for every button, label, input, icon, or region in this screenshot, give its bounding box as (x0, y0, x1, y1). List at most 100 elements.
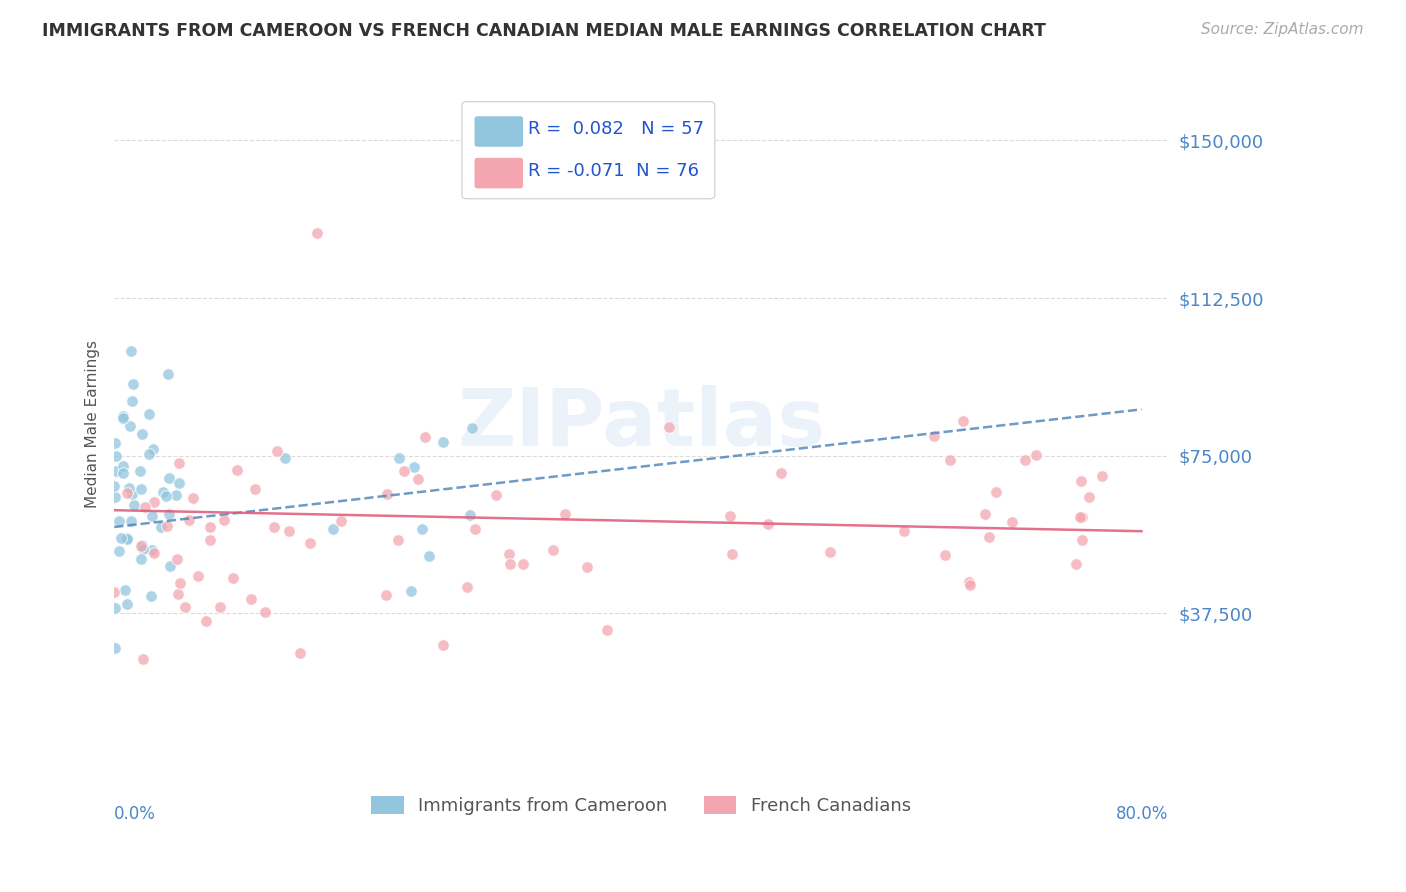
Point (721, 547, 744, 561)
Point (155, 489, 177, 503)
Point (298, 536, 321, 550)
Point (399, 583, 422, 598)
Point (274, 451, 297, 466)
Point (952, 413, 974, 427)
Point (169, 576, 191, 591)
Point (329, 514, 352, 528)
Point (114, 583, 136, 598)
Point (111, 466, 134, 480)
Point (388, 451, 411, 466)
Point (464, 522, 486, 536)
Point (278, 524, 301, 538)
Point (939, 453, 962, 467)
Point (756, 516, 779, 531)
Point (893, 524, 915, 538)
Point (143, 495, 166, 509)
Point (375, 588, 398, 602)
Point (458, 508, 481, 523)
Point (1091, 469, 1114, 483)
Point (187, 568, 209, 582)
Point (131, 538, 153, 552)
Point (159, 559, 181, 574)
Point (105, 449, 128, 463)
Point (375, 487, 398, 501)
Point (984, 485, 1007, 500)
Point (181, 491, 204, 506)
Point (266, 444, 288, 458)
Point (129, 552, 152, 566)
Point (512, 557, 534, 571)
Point (1071, 533, 1094, 547)
Text: 0.0%: 0.0% (114, 805, 156, 823)
Point (413, 430, 436, 444)
Point (208, 600, 231, 615)
FancyBboxPatch shape (463, 102, 714, 199)
Point (117, 533, 139, 547)
Point (112, 409, 135, 423)
Point (129, 539, 152, 553)
Point (115, 531, 138, 545)
Point (141, 542, 163, 557)
Point (118, 419, 141, 434)
Point (411, 522, 433, 536)
Point (1014, 453, 1036, 467)
Point (977, 530, 1000, 544)
Point (222, 571, 245, 585)
Point (138, 447, 160, 461)
Point (245, 482, 267, 496)
Point (149, 519, 172, 533)
Point (173, 599, 195, 614)
Point (141, 589, 163, 603)
Point (543, 542, 565, 557)
Point (120, 343, 142, 358)
Point (117, 598, 139, 612)
Point (132, 652, 155, 666)
Point (253, 605, 276, 619)
Point (934, 548, 956, 562)
Point (121, 487, 143, 501)
Point (152, 484, 174, 499)
Point (922, 429, 945, 443)
Point (499, 557, 522, 571)
Point (1070, 475, 1092, 489)
Point (122, 377, 145, 392)
Point (225, 463, 247, 477)
Point (263, 520, 285, 534)
Point (118, 481, 141, 495)
Point (195, 614, 218, 628)
Point (290, 646, 312, 660)
Point (157, 507, 180, 521)
Point (770, 466, 793, 480)
Point (165, 488, 187, 502)
Point (498, 547, 520, 561)
Point (167, 475, 190, 490)
Text: R =  0.082   N = 57: R = 0.082 N = 57 (529, 120, 704, 138)
Point (596, 623, 619, 637)
Point (131, 542, 153, 557)
Point (240, 592, 263, 607)
Point (575, 560, 598, 574)
Point (200, 533, 222, 547)
Point (1064, 557, 1087, 571)
Point (484, 488, 506, 502)
Point (104, 436, 127, 450)
Point (167, 456, 190, 470)
Point (108, 514, 131, 528)
Point (307, 226, 329, 240)
Point (134, 500, 156, 514)
Point (718, 508, 741, 523)
Text: 80.0%: 80.0% (1115, 805, 1168, 823)
Point (128, 464, 150, 478)
Point (394, 464, 416, 478)
Point (104, 490, 127, 504)
Point (456, 580, 478, 594)
FancyBboxPatch shape (475, 116, 523, 147)
Point (212, 513, 235, 527)
Point (1069, 509, 1091, 524)
Point (141, 509, 163, 524)
Point (818, 545, 841, 559)
Point (418, 549, 440, 563)
Point (129, 483, 152, 497)
Point (432, 435, 454, 450)
Point (167, 587, 190, 601)
